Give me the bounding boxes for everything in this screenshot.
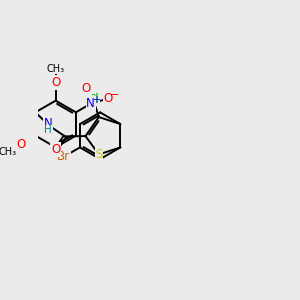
Text: O: O xyxy=(51,143,60,156)
Text: O: O xyxy=(51,76,60,89)
Text: S: S xyxy=(95,148,103,161)
Text: −: − xyxy=(110,91,119,100)
Text: H: H xyxy=(44,125,52,135)
Text: Cl: Cl xyxy=(87,93,99,106)
Text: CH₃: CH₃ xyxy=(0,147,17,157)
Text: N: N xyxy=(86,97,95,110)
Text: N: N xyxy=(44,116,52,130)
Text: Br: Br xyxy=(57,150,70,163)
Text: O: O xyxy=(16,138,26,151)
Text: +: + xyxy=(92,95,100,105)
Text: O: O xyxy=(82,82,91,95)
Text: CH₃: CH₃ xyxy=(46,64,65,74)
Text: O: O xyxy=(104,92,113,105)
